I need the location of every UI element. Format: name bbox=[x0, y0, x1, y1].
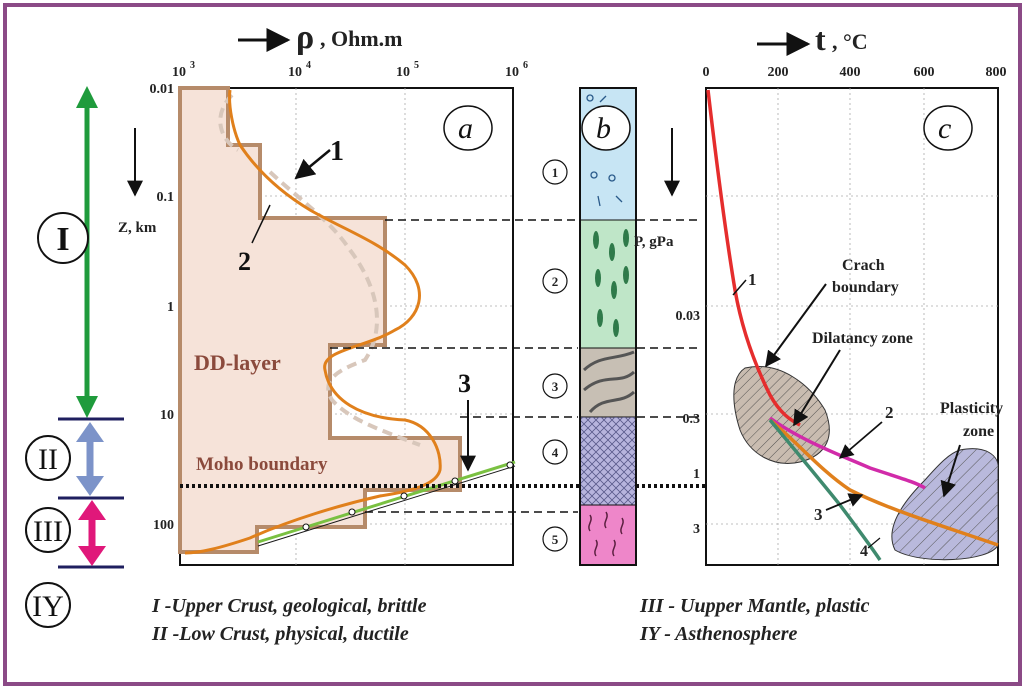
svg-text:0: 0 bbox=[703, 65, 710, 80]
svg-text:0.3: 0.3 bbox=[683, 412, 701, 427]
connector-lines bbox=[330, 219, 700, 513]
c-label-2: 2 bbox=[885, 403, 894, 422]
svg-text:0.1: 0.1 bbox=[157, 190, 175, 205]
dilatancy-label: Dilatancy zone bbox=[812, 330, 913, 347]
curve-1 bbox=[184, 89, 442, 555]
plasticity-label-1: Plasticity bbox=[940, 400, 1003, 417]
column-frame bbox=[579, 87, 637, 566]
zone-indicators: I II III IY bbox=[25, 86, 124, 628]
svg-text:10: 10 bbox=[396, 65, 410, 80]
svg-text:200: 200 bbox=[768, 65, 789, 80]
svg-text:5: 5 bbox=[414, 60, 419, 71]
rho-header: ρ , Ohm.m bbox=[238, 19, 403, 56]
svg-text:10: 10 bbox=[172, 65, 186, 80]
svg-text:10: 10 bbox=[505, 65, 519, 80]
plasticity-label-2: zone bbox=[963, 423, 994, 440]
z-label: Z, km bbox=[118, 220, 157, 236]
curve-c-3-orange bbox=[768, 418, 999, 547]
curve-3 bbox=[257, 460, 516, 544]
t-unit: , °C bbox=[832, 29, 868, 54]
curve-c-2 bbox=[768, 416, 926, 490]
panel-c-x-ticks: 0 200 400 600 800 bbox=[703, 65, 1007, 80]
zone-I: I bbox=[56, 221, 69, 258]
panel-b-letter-circle bbox=[581, 105, 631, 151]
layer-5 bbox=[579, 504, 637, 566]
rho-unit: , Ohm.m bbox=[320, 26, 403, 51]
rho-symbol: ρ bbox=[296, 19, 314, 56]
svg-text:400: 400 bbox=[840, 65, 861, 80]
curve-2-dashed bbox=[218, 93, 421, 447]
captions: I -Upper Crust, geological, brittle II -… bbox=[151, 595, 870, 645]
svg-text:4: 4 bbox=[552, 445, 559, 460]
panel-b: 1 2 3 4 5 b bbox=[542, 87, 637, 566]
svg-text:1: 1 bbox=[693, 467, 700, 482]
panel-c-letter-circle bbox=[923, 105, 973, 151]
zone-III: III bbox=[33, 515, 63, 548]
label-3: 3 bbox=[458, 369, 471, 398]
panel-a: 10 3 10 4 10 5 10 6 0.01 0.1 1 10 100 a Z, k… bbox=[118, 60, 528, 566]
svg-text:4: 4 bbox=[306, 60, 311, 71]
c-label-1: 1 bbox=[748, 270, 757, 289]
moho-label: Moho boundary bbox=[196, 454, 328, 475]
svg-text:6: 6 bbox=[523, 60, 528, 71]
caption-1: I -Upper Crust, geological, brittle bbox=[151, 595, 427, 617]
panel-a-letter-circle bbox=[443, 105, 493, 151]
svg-text:2: 2 bbox=[552, 274, 559, 289]
caption-2: II -Low Crust, physical, ductile bbox=[151, 623, 409, 645]
svg-text:0.01: 0.01 bbox=[150, 82, 175, 97]
svg-text:600: 600 bbox=[914, 65, 935, 80]
caption-4: IY - Asthenosphere bbox=[639, 623, 798, 645]
panel-c-y-ticks: 0.03 0.3 1 3 bbox=[676, 309, 701, 537]
panel-a-y-ticks: 0.01 0.1 1 10 100 bbox=[150, 82, 175, 533]
svg-text:1: 1 bbox=[552, 165, 559, 180]
svg-text:5: 5 bbox=[552, 532, 559, 547]
svg-text:0.03: 0.03 bbox=[676, 309, 701, 324]
curve-c-1 bbox=[706, 89, 801, 427]
panel-c: 0 200 400 600 800 0.03 0.3 1 3 P, gPa c … bbox=[634, 65, 1007, 566]
svg-text:800: 800 bbox=[986, 65, 1007, 80]
svg-text:3: 3 bbox=[190, 60, 195, 71]
dd-layer-label: DD-layer bbox=[194, 350, 281, 375]
panel-b-letter: b bbox=[596, 112, 611, 145]
svg-text:10: 10 bbox=[160, 408, 174, 423]
p-label: P, gPa bbox=[634, 234, 674, 250]
caption-3: III - Uupper Mantle, plastic bbox=[639, 595, 870, 617]
panel-a-letter: a bbox=[458, 112, 473, 145]
svg-text:3: 3 bbox=[693, 522, 700, 537]
crach-label-1: Crach bbox=[842, 257, 885, 274]
panel-a-x-ticks: 10 3 10 4 10 5 10 6 bbox=[172, 60, 528, 80]
svg-text:10: 10 bbox=[288, 65, 302, 80]
svg-text:1: 1 bbox=[167, 300, 174, 315]
t-symbol: t bbox=[815, 21, 826, 57]
c-label-3: 3 bbox=[814, 505, 823, 524]
t-header: t , °C bbox=[757, 21, 868, 57]
layer-labels: 1 2 3 4 5 bbox=[542, 159, 568, 552]
zone-IY: IY bbox=[32, 590, 64, 623]
label-1: 1 bbox=[330, 136, 344, 167]
svg-text:3: 3 bbox=[552, 379, 559, 394]
zone-II: II bbox=[38, 443, 58, 476]
panel-c-letter: c bbox=[938, 112, 951, 145]
svg-text:100: 100 bbox=[153, 518, 174, 533]
label-2: 2 bbox=[238, 247, 251, 276]
c-label-4: 4 bbox=[860, 543, 868, 560]
crach-label-2: boundary bbox=[832, 279, 899, 296]
